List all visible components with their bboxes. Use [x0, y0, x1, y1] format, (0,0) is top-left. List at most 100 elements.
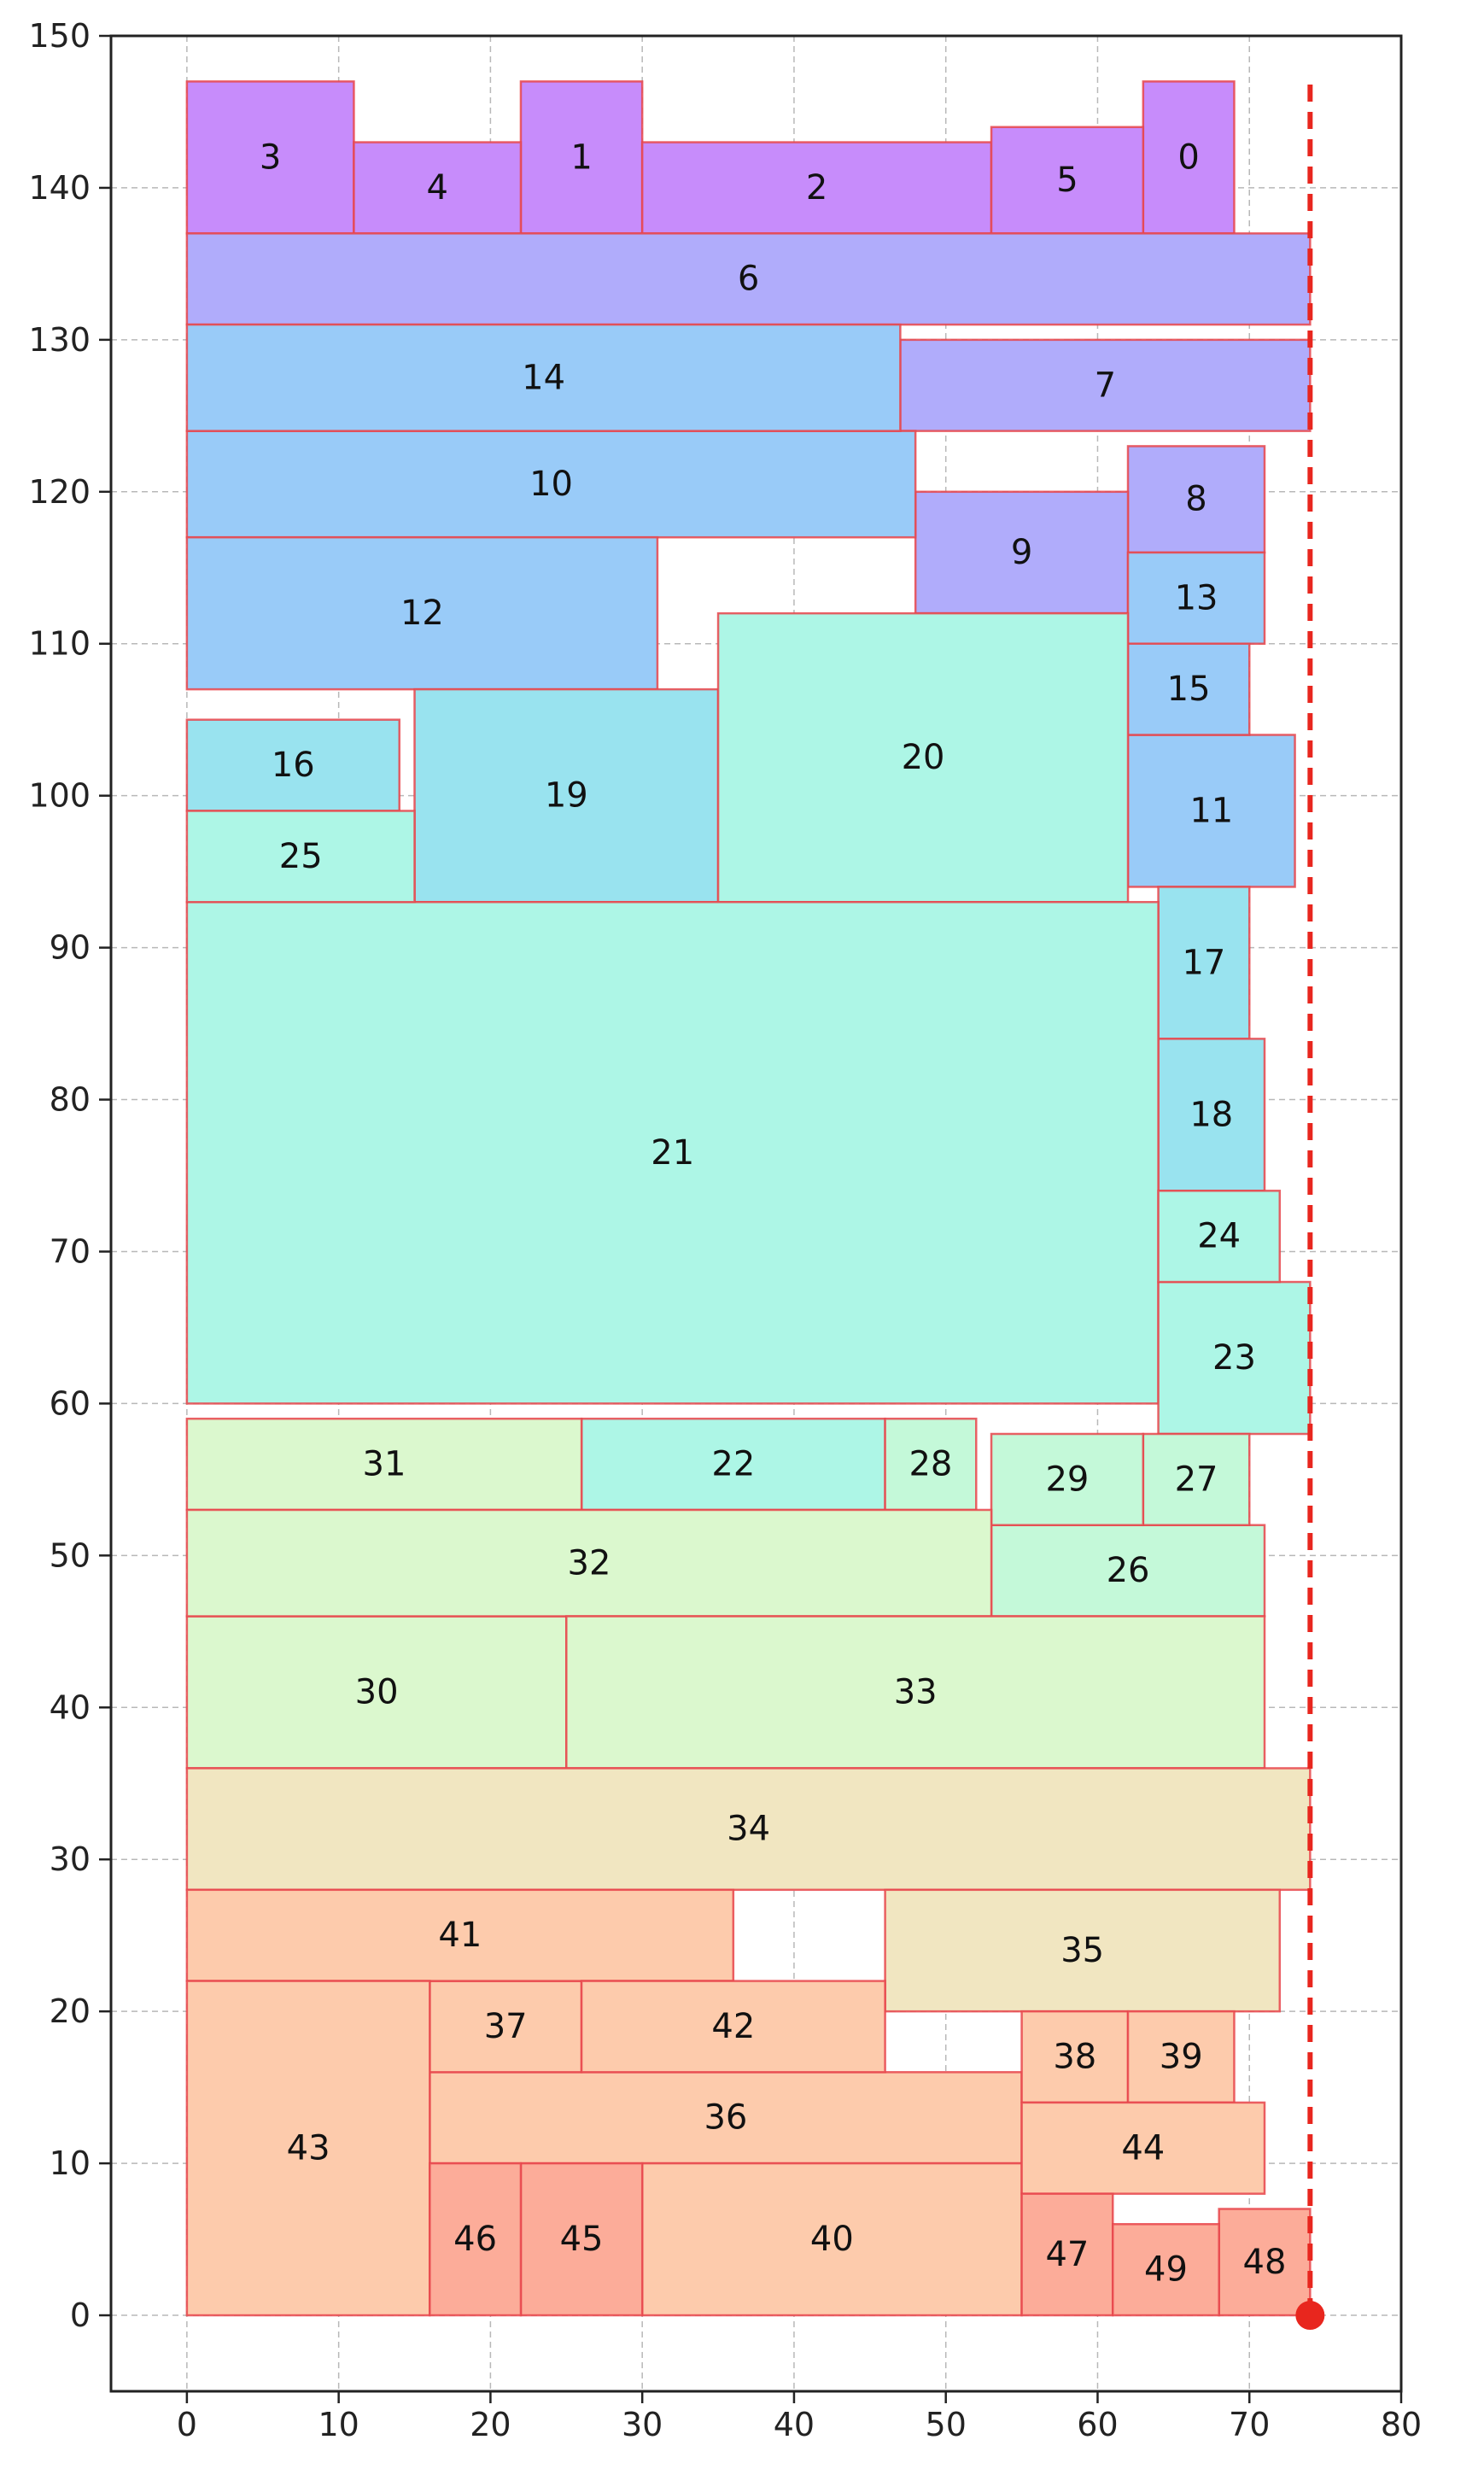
rect-label-21: 21	[651, 1133, 694, 1173]
rect-33	[565, 1615, 1266, 1770]
rect-label-30: 30	[355, 1672, 399, 1711]
rect-label-6: 6	[738, 260, 759, 299]
rect-30	[185, 1615, 568, 1770]
rect-label-29: 29	[1045, 1460, 1089, 1499]
rect-label-26: 26	[1107, 1551, 1150, 1590]
x-tick-label: 30	[622, 2406, 663, 2443]
rect-label-43: 43	[287, 2128, 330, 2168]
rect-46	[429, 2162, 523, 2317]
x-tick-label: 60	[1077, 2406, 1118, 2443]
rect-17	[1157, 886, 1251, 1040]
rect-label-27: 27	[1175, 1460, 1218, 1499]
x-tick-label: 20	[470, 2406, 511, 2443]
rect-label-19: 19	[545, 776, 588, 816]
rect-label-17: 17	[1182, 943, 1225, 982]
y-tick-label: 150	[28, 17, 91, 55]
rect-12	[185, 535, 659, 691]
rect-23	[1157, 1280, 1312, 1436]
rect-20	[716, 611, 1130, 904]
rect-32	[185, 1508, 993, 1618]
rect-label-41: 41	[438, 1916, 482, 1955]
rect-47	[1020, 2192, 1114, 2317]
rect-21	[185, 900, 1160, 1405]
rect-0	[1142, 80, 1236, 235]
rect-label-14: 14	[522, 358, 565, 397]
boundary	[1295, 81, 1325, 2331]
rect-40	[640, 2162, 1023, 2317]
rect-label-4: 4	[426, 168, 447, 208]
rect-label-5: 5	[1056, 161, 1078, 200]
rect-41	[185, 1888, 735, 1982]
rect-28	[884, 1417, 978, 1512]
rect-label-37: 37	[484, 2007, 528, 2046]
y-tick-label: 90	[50, 929, 91, 967]
rect-label-13: 13	[1175, 578, 1218, 617]
rect-label-9: 9	[1011, 533, 1032, 572]
rect-label-47: 47	[1045, 2235, 1089, 2274]
x-tick-label: 0	[177, 2406, 197, 2443]
rect-label-16: 16	[272, 746, 315, 785]
rect-label-49: 49	[1144, 2250, 1188, 2290]
rect-label-33: 33	[894, 1672, 938, 1711]
rect-label-0: 0	[1177, 137, 1199, 177]
x-tick-label: 10	[318, 2406, 359, 2443]
rect-44	[1020, 2101, 1266, 2195]
y-tick-label: 40	[50, 1688, 91, 1726]
rect-31	[185, 1417, 583, 1512]
rect-37	[429, 1980, 583, 2074]
x-tick-label: 70	[1229, 2406, 1270, 2443]
rect-6	[185, 232, 1312, 326]
y-tick-label: 80	[50, 1081, 91, 1119]
rect-label-45: 45	[560, 2220, 604, 2259]
rect-label-38: 38	[1053, 2038, 1096, 2077]
rect-label-36: 36	[704, 2098, 747, 2138]
rect-label-32: 32	[568, 1543, 611, 1583]
rect-label-31: 31	[363, 1445, 406, 1484]
rect-label-39: 39	[1160, 2038, 1203, 2077]
rect-label-44: 44	[1121, 2128, 1165, 2168]
rect-label-46: 46	[453, 2220, 497, 2259]
rect-label-11: 11	[1189, 791, 1233, 830]
rect-label-22: 22	[711, 1445, 755, 1484]
rect-label-1: 1	[570, 137, 592, 177]
rect-16	[185, 718, 401, 812]
rect-35	[884, 1888, 1282, 2013]
x-tick-label: 80	[1381, 2406, 1422, 2443]
rect-18	[1157, 1038, 1266, 1192]
rect-49	[1111, 2223, 1220, 2317]
rect-13	[1126, 551, 1266, 645]
rect-label-2: 2	[806, 168, 827, 208]
y-tick-label: 10	[50, 2144, 91, 2182]
rect-label-23: 23	[1212, 1338, 1256, 1378]
x-tick-label: 50	[926, 2406, 967, 2443]
rect-15	[1126, 642, 1251, 736]
y-tick-label: 110	[28, 625, 91, 663]
y-tick-label: 0	[70, 2296, 91, 2334]
rect-label-40: 40	[810, 2220, 854, 2259]
rect-34	[185, 1767, 1312, 1892]
rect-label-8: 8	[1185, 480, 1206, 519]
y-tick-label: 60	[50, 1384, 91, 1422]
y-tick-label: 130	[28, 321, 91, 359]
rect-label-24: 24	[1197, 1217, 1241, 1256]
rect-29	[990, 1432, 1145, 1527]
y-tick-label: 30	[50, 1840, 91, 1878]
origin-marker	[1295, 2301, 1325, 2331]
rect-5	[990, 126, 1145, 235]
rect-48	[1218, 2208, 1312, 2317]
rect-label-15: 15	[1167, 670, 1211, 709]
rect-label-35: 35	[1060, 1931, 1104, 1970]
rect-9	[914, 490, 1130, 615]
rect-label-7: 7	[1095, 366, 1116, 405]
rect-7	[899, 338, 1312, 432]
y-tick-label: 70	[50, 1232, 91, 1270]
axes: 0 10 20 30 40 50 60 70 8001020304050607080901001…	[28, 17, 1422, 2443]
rect-25	[185, 810, 416, 904]
rect-label-18: 18	[1189, 1095, 1233, 1134]
rect-label-48: 48	[1243, 2243, 1287, 2282]
y-tick-label: 50	[50, 1536, 91, 1574]
rect-label-42: 42	[711, 2007, 755, 2046]
